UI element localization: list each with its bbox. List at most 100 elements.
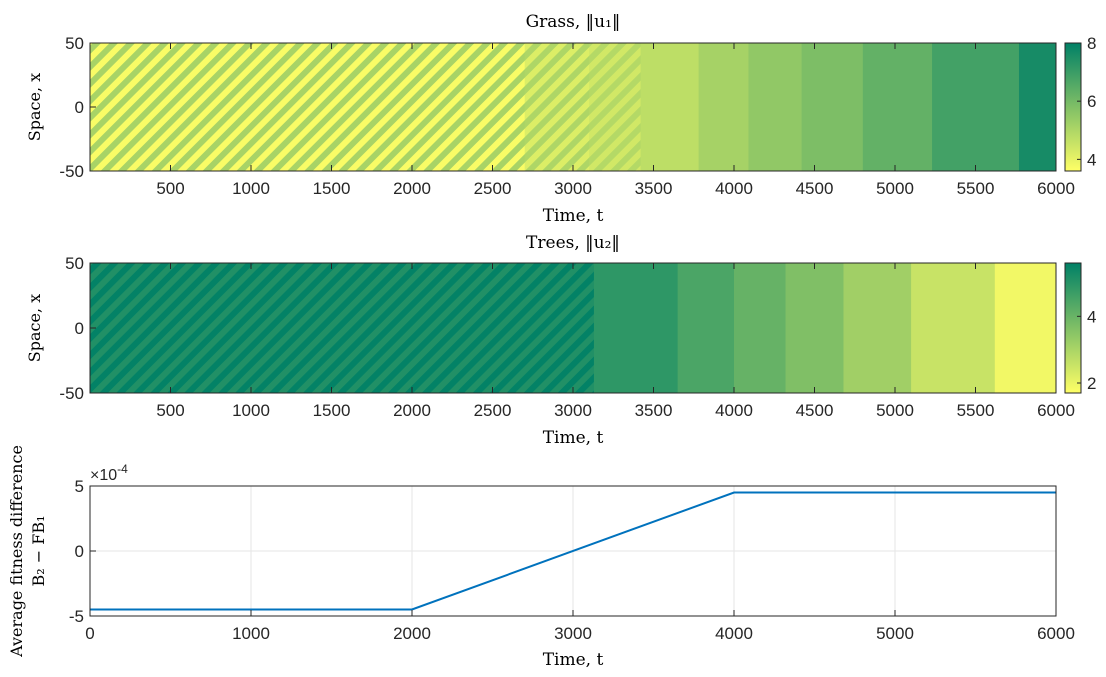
grass-band-4: [698, 43, 749, 171]
trees-band-4: [785, 263, 844, 393]
grass-band-9: [1018, 43, 1056, 171]
trees-band-3: [734, 263, 787, 393]
trees-xtick-label: 4000: [715, 401, 753, 420]
grass-y-ticks: -50 0 50: [59, 34, 96, 181]
grass-band-1: [524, 43, 590, 171]
trees-band-0: [90, 263, 595, 393]
trees-y-ticks: -50 0 50: [59, 254, 96, 403]
line-ylabel-line2: B₂ − FB₁: [29, 515, 48, 586]
line-xlabel: Time, t: [543, 650, 604, 670]
trees-xtick-label: 5500: [957, 401, 995, 420]
grass-band-1-striped: [524, 43, 590, 171]
line-y-ticks: -5 0 5: [69, 477, 96, 626]
trees-colorbar-ticks: 24: [1077, 307, 1096, 393]
grass-ytick-label: -50: [59, 162, 84, 181]
trees-heatmap-bands: [90, 263, 1056, 393]
grass-band-2-striped: [589, 43, 642, 171]
trees-title: Trees, ‖u₂‖: [526, 233, 620, 253]
trees-xtick-label: 2000: [393, 401, 431, 420]
trees-band-2: [677, 263, 735, 393]
trees-ytick-label: 0: [75, 319, 84, 338]
trees-band-7-fill: [994, 263, 1056, 393]
fitness-line-panel: 0 1000 2000 3000 4000 5000 6000 -505 ×10-4 Tim…: [7, 445, 1075, 670]
grass-colorbar-ticks: 4 6 8: [1077, 34, 1096, 169]
trees-cbtick-label: 2: [1087, 374, 1096, 393]
grass-xlabel: Time, t: [543, 206, 604, 226]
line-xtick-label: 5000: [876, 624, 914, 643]
grass-band-4-fill: [698, 43, 749, 171]
trees-xtick-label: 500: [156, 401, 184, 420]
grass-xtick-label: 1500: [313, 179, 351, 198]
grass-band-9-fill: [1018, 43, 1056, 171]
grass-band-3: [640, 43, 700, 171]
line-xtick-label: 2000: [393, 624, 431, 643]
grass-band-7: [862, 43, 933, 171]
grass-band-8: [932, 43, 1020, 171]
trees-band-6: [911, 263, 996, 393]
grass-xtick-label: 2000: [393, 179, 431, 198]
trees-band-4-fill: [785, 263, 844, 393]
grass-xtick-label: 4000: [715, 179, 753, 198]
grass-ytick-label: 50: [65, 34, 84, 53]
trees-xtick-label: 4500: [796, 401, 834, 420]
trees-xtick-label: 1000: [232, 401, 270, 420]
trees-ytick-label: -50: [59, 384, 84, 403]
grass-heatmap-panel: Grass, ‖u₁‖ 500 1000 1500 2000 2500 3000 3500 4…: [25, 12, 1096, 226]
line-ytick-label: 5: [75, 477, 84, 496]
grass-band-6: [801, 43, 864, 171]
trees-band-5-fill: [843, 263, 912, 393]
grass-band-0: [90, 43, 526, 171]
trees-ytick-label: 50: [65, 254, 84, 273]
trees-band-2-fill: [677, 263, 735, 393]
trees-band-6-fill: [911, 263, 996, 393]
trees-xtick-label: 2500: [474, 401, 512, 420]
grass-xtick-label: 5000: [876, 179, 914, 198]
trees-ylabel: Space, x: [25, 294, 44, 362]
trees-band-1: [593, 263, 679, 393]
line-scale-factor: ×10-4: [90, 462, 128, 484]
grass-cbtick-label: 4: [1087, 150, 1096, 169]
grass-xtick-label: 3000: [554, 179, 592, 198]
grass-x-ticks: 500 1000 1500 2000 2500 3000 3500 4000 4500 5000 5…: [156, 43, 1075, 198]
trees-colorbar: [1064, 262, 1082, 394]
trees-x-ticks: 500 1000 1500 2000 2500 3000 3500 4000 4500 5000 5…: [156, 263, 1075, 420]
trees-heatmap-panel: Trees, ‖u₂‖ 500 1000 1500 2000 2500 3000 3500 4…: [25, 233, 1096, 448]
grass-band-5: [748, 43, 803, 171]
grass-band-8-fill: [932, 43, 1020, 171]
grass-xtick-label: 5500: [957, 179, 995, 198]
grass-band-5-fill: [748, 43, 803, 171]
trees-xlabel: Time, t: [543, 428, 604, 448]
grass-cbtick-label: 6: [1087, 92, 1096, 111]
trees-xtick-label: 6000: [1037, 401, 1075, 420]
line-xtick-label: 6000: [1037, 624, 1075, 643]
grass-xtick-label: 4500: [796, 179, 834, 198]
grass-xtick-label: 2500: [474, 179, 512, 198]
grass-band-7-fill: [862, 43, 933, 171]
line-scale-exponent: -4: [117, 462, 128, 476]
line-x-ticks: 0 1000 2000 3000 4000 5000 6000: [85, 610, 1075, 643]
trees-band-7: [994, 263, 1056, 393]
trees-band-0-striped: [90, 263, 595, 393]
grass-band-2: [589, 43, 642, 171]
line-scale-base: ×10: [90, 467, 117, 484]
trees-band-3-fill: [734, 263, 787, 393]
trees-band-1-fill: [593, 263, 679, 393]
grass-cbtick-label: 8: [1087, 34, 1096, 53]
line-xtick-label: 3000: [554, 624, 592, 643]
trees-cbtick-label: 4: [1087, 307, 1096, 326]
line-xtick-label: 4000: [715, 624, 753, 643]
grass-band-3-fill: [640, 43, 700, 171]
grass-ytick-label: 0: [75, 98, 84, 117]
grass-colorbar: [1064, 42, 1082, 172]
trees-xtick-label: 5000: [876, 401, 914, 420]
fitness-difference-line: [90, 491, 1056, 611]
trees-xtick-label: 1500: [313, 401, 351, 420]
line-ytick-label: -5: [69, 607, 84, 626]
grass-title: Grass, ‖u₁‖: [526, 12, 621, 32]
line-xtick-label: 1000: [232, 624, 270, 643]
grass-band-6-fill: [801, 43, 864, 171]
grass-xtick-label: 3500: [635, 179, 673, 198]
grass-band-0-striped: [90, 43, 526, 171]
grass-xtick-label: 6000: [1037, 179, 1075, 198]
